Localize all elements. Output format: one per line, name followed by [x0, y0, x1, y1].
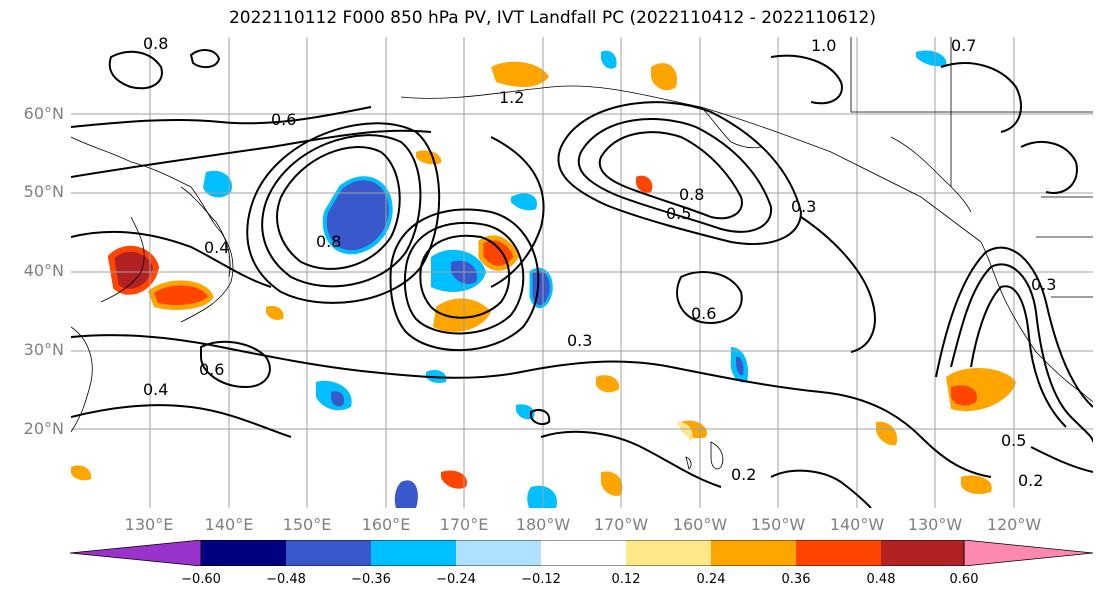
- contour-label: 0.6: [691, 304, 716, 323]
- pv-ivt-map: 0.8 1.0 0.7 0.6 0.5 0.3 0.4 0.3 0.2 0.2 …: [71, 37, 1093, 508]
- contour-label: 0.2: [1018, 471, 1043, 490]
- colorbar-tick-label: 0.60: [949, 572, 979, 587]
- contour-label: 0.7: [951, 37, 976, 55]
- lon-label: 140°W: [829, 515, 885, 534]
- lat-label-20n: 20°N: [23, 419, 64, 438]
- contour-label: 0.4: [204, 238, 229, 257]
- contour-label: 0.8: [316, 232, 341, 251]
- colorbar-segment: [286, 540, 371, 566]
- contour-label: 0.8: [143, 37, 168, 53]
- map-panel: 0.8 1.0 0.7 0.6 0.5 0.3 0.4 0.3 0.2 0.2 …: [71, 37, 1093, 508]
- lat-label-30n: 30°N: [23, 340, 64, 359]
- contour-label: 0.5: [666, 204, 691, 223]
- map-title: 2022110112 F000 850 hPa PV, IVT Landfall…: [228, 8, 876, 28]
- lon-label: 140°E: [204, 515, 254, 534]
- colorbar-segment: [201, 540, 286, 566]
- colorbar: [70, 540, 1094, 566]
- lon-label: 170°W: [593, 515, 649, 534]
- contour-label: 0.4: [143, 380, 168, 399]
- coastlines: [71, 37, 1093, 470]
- colorbar-extend-left: [70, 540, 202, 566]
- colorbar-segment: [371, 540, 456, 566]
- colorbar-segment: [541, 540, 626, 566]
- contour-label: 0.3: [567, 331, 592, 350]
- colorbar-tick-label: 0.36: [781, 572, 811, 587]
- colorbar-tick-label: −0.36: [351, 572, 391, 587]
- colorbar-segment: [796, 540, 881, 566]
- contour-label: 0.8: [679, 185, 704, 204]
- lon-label: 130°E: [124, 515, 174, 534]
- contour-label: 0.3: [1031, 275, 1056, 294]
- colorbar-tick-label: −0.24: [436, 572, 476, 587]
- contour-label: 0.5: [1001, 431, 1026, 450]
- lon-label: 130°W: [907, 515, 963, 534]
- colorbar-segment: [456, 540, 541, 566]
- colorbar-segment: [881, 540, 964, 566]
- contour-label: 0.6: [271, 110, 296, 129]
- lon-label: 120°W: [986, 515, 1042, 534]
- contour-label: 0.2: [731, 465, 756, 484]
- lon-label: 150°W: [750, 515, 806, 534]
- lon-label: 180°W: [515, 515, 571, 534]
- colorbar-tick-label: 0.24: [696, 572, 726, 587]
- contour-label-group: 0.8 1.0 0.7 0.6 0.5 0.3 0.4 0.3 0.2 0.2 …: [143, 37, 1056, 490]
- lon-label: 160°E: [361, 515, 411, 534]
- lon-label: 160°W: [672, 515, 728, 534]
- lat-label-50n: 50°N: [23, 182, 64, 201]
- lat-label-40n: 40°N: [23, 261, 64, 280]
- colorbar-tick-label: −0.48: [266, 572, 306, 587]
- colorbar-tick-label: −0.60: [181, 572, 221, 587]
- lon-label: 170°E: [439, 515, 489, 534]
- colorbar-tick-label: 0.12: [611, 572, 641, 587]
- colorbar-extend-right: [963, 540, 1094, 566]
- contour-label: 0.6: [199, 360, 224, 379]
- colorbar-segment: [711, 540, 796, 566]
- contour-label: 0.3: [791, 197, 816, 216]
- colorbar-tick-label: 0.48: [866, 572, 896, 587]
- pv-contours: [71, 49, 1093, 508]
- colorbar-segment: [626, 540, 711, 566]
- lon-label: 150°E: [282, 515, 332, 534]
- colorbar-tick-label: −0.12: [521, 572, 561, 587]
- contour-label: 1.2: [499, 88, 524, 107]
- lat-label-60n: 60°N: [23, 104, 64, 123]
- graticule: [71, 37, 1093, 508]
- contour-label: 1.0: [811, 37, 836, 55]
